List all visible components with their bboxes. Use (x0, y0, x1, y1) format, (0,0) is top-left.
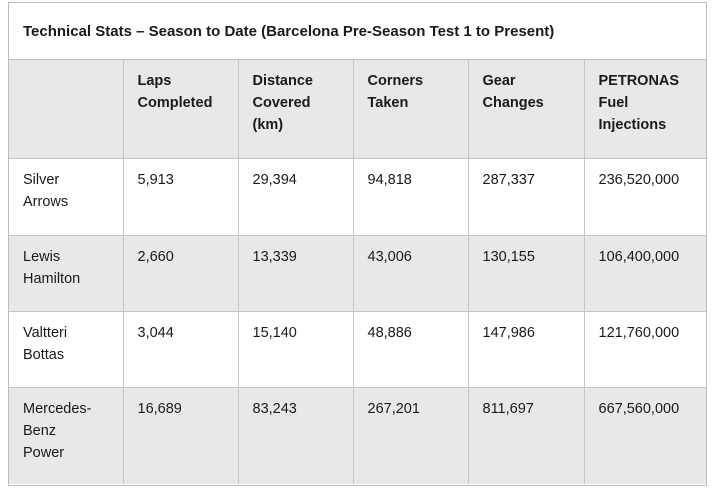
cell-corners: 48,886 (352, 310, 469, 388)
header-laps-completed: Laps Completed (122, 60, 239, 159)
cell-fuel: 236,520,000 (583, 158, 706, 236)
table-title: Technical Stats – Season to Date (Barcel… (9, 3, 706, 60)
cell-laps: 16,689 (122, 386, 239, 484)
cell-distance: 29,394 (237, 158, 354, 236)
cell-distance: 13,339 (237, 234, 354, 312)
cell-corners: 94,818 (352, 158, 469, 236)
cell-corners: 267,201 (352, 386, 469, 484)
cell-gears: 147,986 (467, 310, 585, 388)
cell-gears: 130,155 (467, 234, 585, 312)
cell-laps: 5,913 (122, 158, 239, 236)
cell-corners: 43,006 (352, 234, 469, 312)
header-empty-cell (9, 60, 124, 159)
technical-stats-table-panel: Technical Stats – Season to Date (Barcel… (8, 2, 707, 486)
header-fuel-injections: PETRONAS Fuel Injections (583, 60, 706, 159)
header-gear-changes: Gear Changes (467, 60, 585, 159)
header-row: Laps Completed Distance Covered (km) Cor… (9, 60, 706, 159)
cell-fuel: 667,560,000 (583, 386, 706, 484)
row-label: Mercedes-Benz Power (9, 386, 124, 484)
table-row: Silver Arrows 5,913 29,394 94,818 287,33… (9, 158, 706, 236)
header-distance-covered: Distance Covered (km) (237, 60, 354, 159)
row-label: Lewis Hamilton (9, 234, 124, 312)
cell-fuel: 106,400,000 (583, 234, 706, 312)
table-row: Valtteri Bottas 3,044 15,140 48,886 147,… (9, 310, 706, 388)
header-corners-taken: Corners Taken (352, 60, 469, 159)
cell-laps: 2,660 (122, 234, 239, 312)
cell-gears: 287,337 (467, 158, 585, 236)
cell-distance: 15,140 (237, 310, 354, 388)
cell-gears: 811,697 (467, 386, 585, 484)
row-label: Valtteri Bottas (9, 310, 124, 388)
cell-fuel: 121,760,000 (583, 310, 706, 388)
cell-laps: 3,044 (122, 310, 239, 388)
row-label: Silver Arrows (9, 158, 124, 236)
table-row: Lewis Hamilton 2,660 13,339 43,006 130,1… (9, 234, 706, 312)
technical-stats-table: Laps Completed Distance Covered (km) Cor… (9, 60, 706, 484)
cell-distance: 83,243 (237, 386, 354, 484)
table-row: Mercedes-Benz Power 16,689 83,243 267,20… (9, 386, 706, 484)
